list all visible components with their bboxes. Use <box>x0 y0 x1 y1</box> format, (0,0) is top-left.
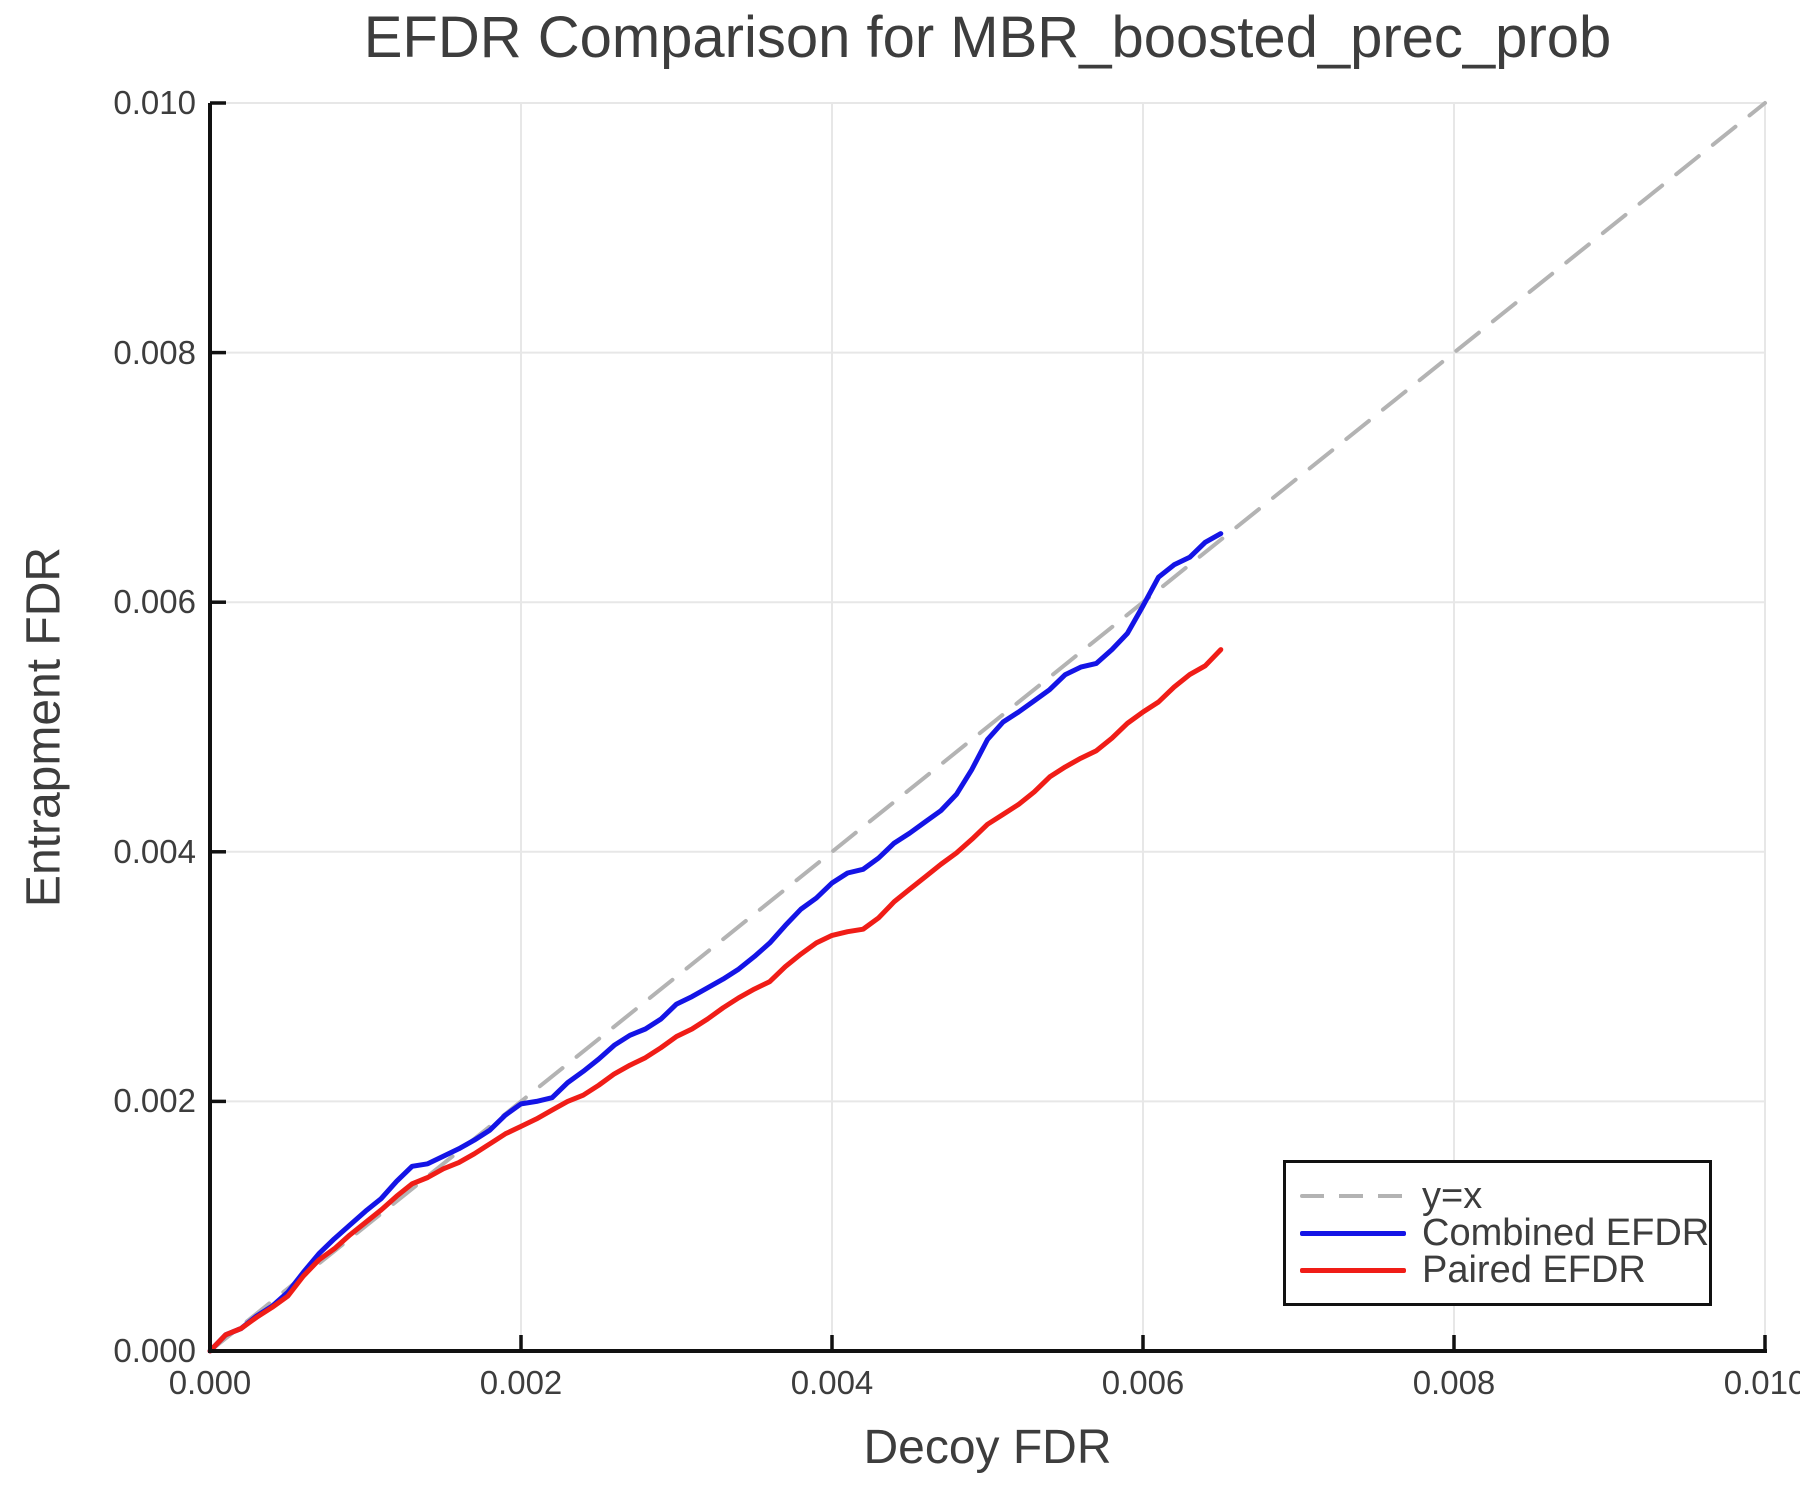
legend-item-paired-efdr: Paired EFDR <box>1300 1248 1709 1291</box>
y-axis-label: Entrapment FDR <box>17 546 71 908</box>
x-tick-label: 0.002 <box>479 1364 563 1401</box>
y-tick-label: 0.004 <box>113 832 196 870</box>
x-tick-label: 0.010 <box>1723 1364 1800 1401</box>
y-tick-label: 0.000 <box>113 1332 196 1369</box>
y-tick-label: 0.006 <box>113 583 196 621</box>
legend-line-dashed-icon <box>1300 1194 1406 1198</box>
x-tick-label: 0.000 <box>168 1364 252 1401</box>
legend-line-combined-icon <box>1300 1230 1406 1236</box>
x-tick-label: 0.008 <box>1412 1364 1496 1401</box>
x-tick-label: 0.006 <box>1101 1364 1185 1401</box>
series-line-paired-efdr <box>207 647 1224 1354</box>
legend: y=x Combined EFDR Paired EFDR <box>1283 1160 1712 1306</box>
legend-item-combined-efdr: Combined EFDR <box>1300 1211 1710 1254</box>
legend-label: Paired EFDR <box>1422 1248 1646 1291</box>
y-tick-label: 0.008 <box>113 333 196 371</box>
y-tick-label: 0.002 <box>113 1082 196 1120</box>
legend-label: y=x <box>1422 1174 1483 1217</box>
chart-title: EFDR Comparison for MBR_boosted_prec_pro… <box>363 5 1612 70</box>
y-tick-label: 0.010 <box>113 84 196 121</box>
legend-item-y-equals-x: y=x <box>1300 1174 1709 1217</box>
x-axis-label: Decoy FDR <box>863 1421 1112 1474</box>
x-tick-label: 0.004 <box>790 1364 874 1401</box>
series-line-combined-efdr <box>207 531 1224 1354</box>
legend-label: Combined EFDR <box>1422 1211 1710 1254</box>
legend-line-paired-icon <box>1300 1267 1406 1273</box>
